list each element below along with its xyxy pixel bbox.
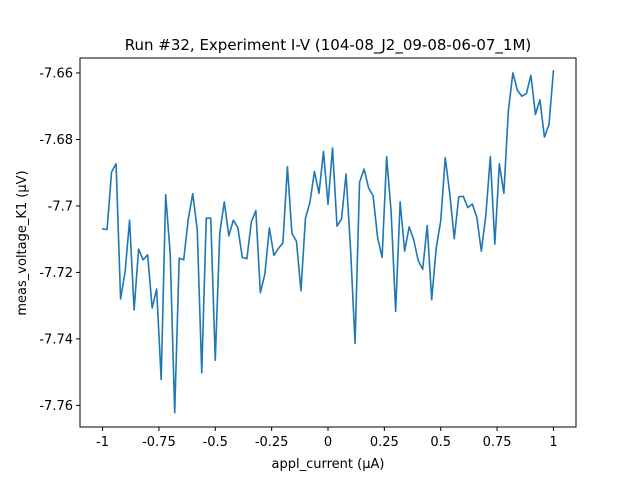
x-tick-label: -0.75	[142, 435, 176, 450]
y-tick-label: -7.72	[39, 266, 73, 281]
x-tick-label: 0.75	[483, 435, 512, 450]
plot-area	[101, 69, 555, 414]
axis-ticks: -1 -0.75 -0.5 -0.25 0 0.25 0.5 0.75 1 -7.76 -7.74 -…	[39, 66, 557, 450]
y-tick-label: -7.68	[39, 133, 73, 148]
x-tick-label: 0	[324, 435, 332, 450]
x-tick-label: 1	[549, 435, 557, 450]
x-tick-label: -1	[96, 435, 109, 450]
axes-frame	[79, 57, 577, 428]
y-tick-label: -7.66	[39, 66, 73, 81]
x-tick-label: -0.25	[255, 435, 289, 450]
chart-title: Run #32, Experiment I-V (104-08_J2_09-08…	[125, 36, 532, 55]
x-tick-label: 0.5	[430, 435, 451, 450]
y-tick-label: -7.76	[39, 399, 73, 414]
y-tick-label: -7.74	[39, 332, 73, 347]
y-axis-label: meas_voltage_K1 (µV)	[15, 170, 30, 315]
x-axis-label: appl_current (µA)	[272, 457, 385, 472]
y-tick-label: -7.7	[48, 199, 73, 214]
x-tick-label: -0.5	[203, 435, 228, 450]
x-tick-label: 0.25	[370, 435, 399, 450]
